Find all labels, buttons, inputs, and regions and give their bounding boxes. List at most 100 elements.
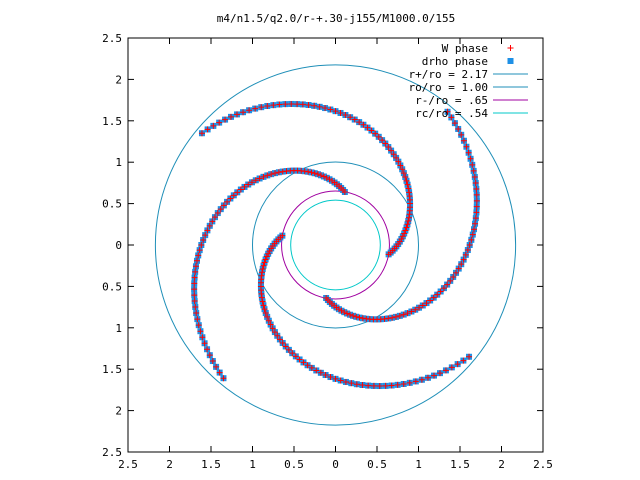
w-point: [270, 102, 277, 109]
w-point: [220, 202, 227, 209]
y-tick-label: 1.5: [102, 115, 122, 128]
x-tick-label: 0: [332, 458, 339, 471]
w-point: [405, 185, 412, 192]
w-point: [403, 177, 410, 184]
w-point: [365, 382, 372, 389]
w-point: [454, 361, 461, 368]
w-point: [264, 313, 271, 320]
w-point: [228, 113, 235, 120]
w-point: [201, 340, 208, 347]
w-point: [264, 172, 271, 179]
w-point: [400, 380, 407, 387]
w-point: [260, 262, 267, 269]
w-point: [342, 111, 349, 118]
w-point: [322, 105, 329, 112]
w-point: [458, 131, 465, 138]
w-point: [289, 350, 296, 357]
w-point: [444, 281, 451, 288]
w-point: [234, 111, 241, 118]
w-point: [395, 158, 402, 165]
w-point: [222, 116, 229, 123]
w-point: [259, 298, 266, 305]
w-point: [455, 265, 462, 272]
y-tick-label: 2: [115, 73, 122, 86]
y-tick-label: 2.5: [102, 446, 122, 459]
w-point: [217, 206, 224, 213]
w-point: [450, 273, 457, 280]
w-point: [382, 382, 389, 389]
x-tick-label: 1.5: [201, 458, 221, 471]
w-point: [364, 124, 371, 131]
w-point: [399, 233, 406, 240]
w-point: [209, 358, 216, 365]
w-point: [313, 367, 320, 374]
w-point: [245, 181, 252, 188]
w-point: [400, 311, 407, 318]
legend-label: rc/ro = .54: [415, 107, 488, 120]
w-point: [466, 353, 473, 360]
w-point: [388, 147, 395, 154]
w-point: [269, 325, 276, 332]
w-point: [403, 224, 410, 231]
w-point: [317, 369, 324, 376]
w-point: [260, 173, 267, 180]
circle-0: [154, 64, 517, 426]
w-point: [316, 103, 323, 110]
w-point: [473, 191, 480, 198]
w-point: [224, 198, 231, 205]
w-point: [256, 175, 263, 182]
w-point: [460, 256, 467, 263]
w-point: [274, 332, 281, 339]
w-point: [323, 174, 330, 181]
w-point: [230, 192, 237, 199]
y-tick-label: 0.5: [102, 280, 122, 293]
x-tick-label: 2.5: [118, 458, 138, 471]
w-point: [327, 106, 334, 113]
w-point: [322, 372, 329, 379]
w-point: [311, 170, 318, 177]
w-point: [348, 380, 355, 387]
w-point: [430, 294, 437, 301]
x-tick-label: 2: [166, 458, 173, 471]
w-point: [462, 251, 469, 258]
legend-label: r+/ro = 2.17: [409, 68, 488, 81]
w-point: [191, 298, 198, 305]
w-point: [388, 382, 395, 389]
w-point: [220, 375, 227, 382]
w-point: [412, 306, 419, 313]
w-point: [469, 231, 476, 238]
w-point: [199, 334, 206, 341]
x-tick-label: 0.5: [367, 458, 387, 471]
w-point: [468, 236, 475, 243]
w-point: [288, 100, 295, 107]
w-point: [193, 257, 200, 264]
w-point: [472, 179, 479, 186]
w-point: [276, 336, 283, 343]
w-point: [216, 369, 223, 376]
w-point: [344, 310, 351, 317]
w-point: [195, 322, 202, 329]
w-point: [393, 154, 400, 161]
w-point: [353, 313, 360, 320]
x-tick-label: 1.5: [450, 458, 470, 471]
y-tick-label: 0: [115, 239, 122, 252]
w-point: [444, 108, 451, 115]
x-tick-label: 1: [249, 458, 256, 471]
w-point: [252, 105, 259, 112]
w-point: [260, 302, 267, 309]
w-point: [332, 108, 339, 115]
w-point: [193, 310, 200, 317]
w-point: [262, 310, 269, 317]
w-point: [326, 176, 333, 183]
w-point: [265, 317, 272, 324]
w-point: [353, 381, 360, 388]
w-point: [473, 209, 480, 216]
w-point: [472, 215, 479, 222]
w-point: [300, 359, 307, 366]
legend-swatch: [507, 45, 514, 51]
w-point: [390, 151, 397, 158]
y-tick-label: 0.5: [102, 198, 122, 211]
legend-label: W phase: [442, 42, 488, 55]
w-point: [258, 294, 265, 301]
w-point: [285, 346, 292, 353]
